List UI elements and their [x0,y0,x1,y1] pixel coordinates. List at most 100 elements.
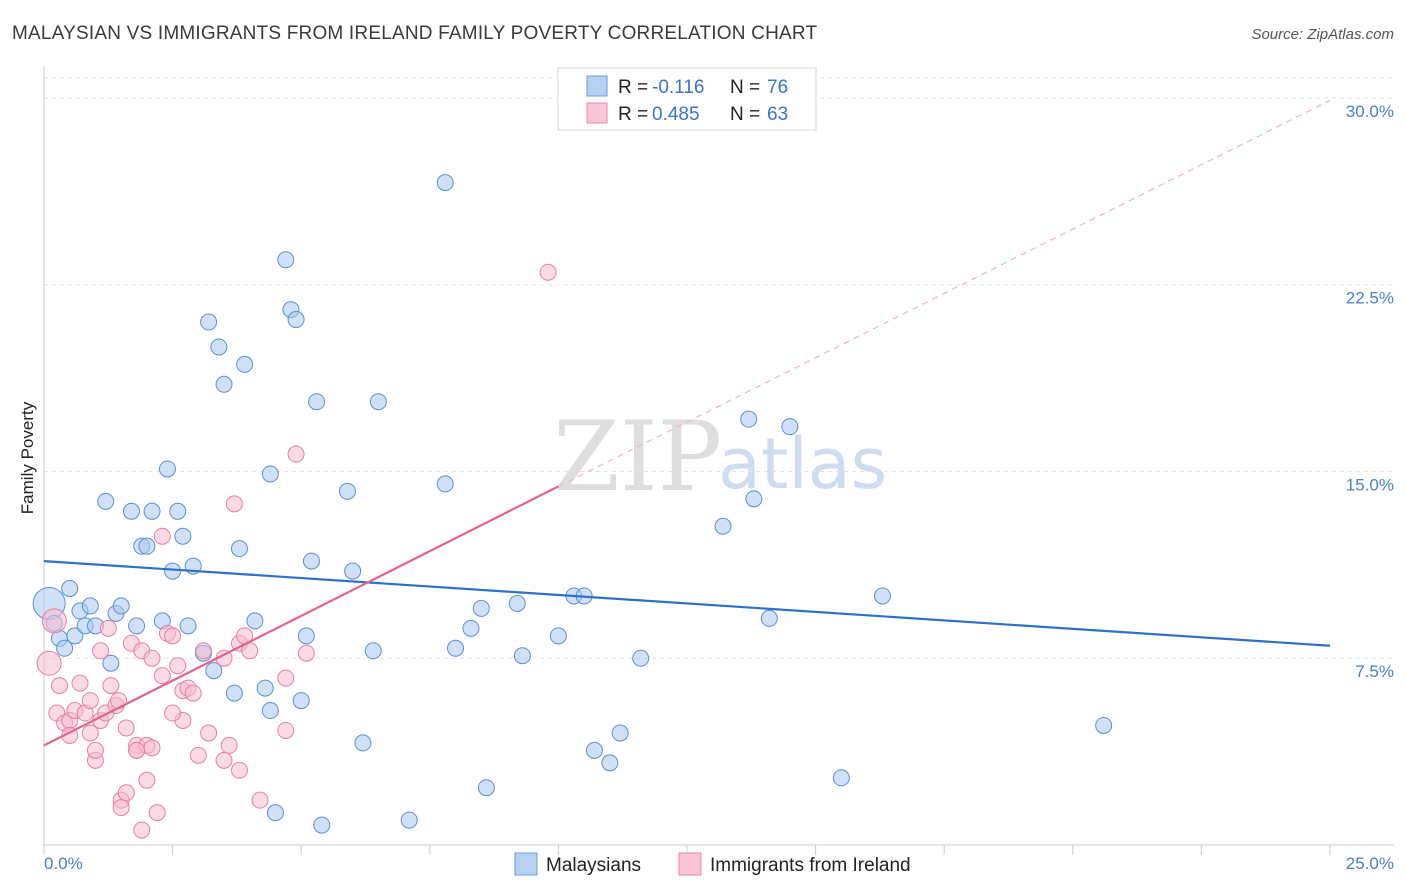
legend-n-label-1: N = [730,77,760,98]
y-tick-label: 15.0% [1346,475,1394,494]
data-point [287,445,305,463]
data-point [117,719,135,737]
data-point [338,482,356,500]
data-point [230,540,248,558]
data-point [81,692,99,710]
data-point [169,657,187,675]
data-point [513,647,531,665]
data-point [292,692,310,710]
data-point [86,741,104,759]
axis-layer [43,66,1394,855]
y-axis-label: Family Poverty [18,401,37,514]
data-point [364,642,382,660]
data-point [508,594,526,612]
data-point [128,617,146,635]
chart-source: Source: ZipAtlas.com [1251,26,1394,43]
legend-r-label-2: R = [618,104,648,125]
data-point [266,804,284,822]
data-point [179,617,197,635]
legend-r-value-1: -0.116 [652,77,704,98]
data-point [220,736,238,754]
data-point [601,754,619,772]
data-point [112,597,130,615]
data-point [184,684,202,702]
data-point [143,649,161,667]
data-point [41,608,67,634]
x-tick-label-max: 25.0% [1346,854,1394,873]
data-point [246,612,264,630]
data-point [102,677,120,695]
data-point [632,649,650,667]
trend-layer [43,99,1331,747]
data-point [138,537,156,555]
data-point [251,791,269,809]
series-layer [32,174,1113,839]
legend-r-label-1: R = [618,77,648,98]
legend-swatch-ireland [586,102,608,124]
data-point [740,410,758,428]
data-point [148,804,166,822]
y-tick-label: 7.5% [1355,662,1394,681]
data-point [138,771,156,789]
legend-n-value-2: 63 [767,104,788,125]
data-point [1095,716,1113,734]
x-tick-label-min: 0.0% [44,854,83,873]
trend-extension-ireland [558,99,1331,487]
data-point [344,562,362,580]
bottom-legend-label-malaysians: Malaysians [546,855,641,876]
data-point [277,721,295,739]
data-point [714,517,732,535]
data-point [56,639,74,657]
data-point [153,667,171,685]
data-point [277,669,295,687]
data-point [256,679,274,697]
data-point [436,475,454,493]
data-point [287,311,305,329]
data-point [277,251,295,269]
bottom-legend-swatch-ireland [678,852,702,876]
data-point [71,674,89,692]
data-point [169,502,187,520]
data-point [189,746,207,764]
data-point [164,704,182,722]
data-point [102,654,120,672]
data-point [261,465,279,483]
data-point [354,734,372,752]
data-point [194,642,212,660]
data-point [164,562,182,580]
data-point [143,739,161,757]
chart-title: MALAYSIAN VS IMMIGRANTS FROM IRELAND FAM… [12,23,817,44]
stats-legend: R = -0.116 N = 76 R = 0.485 N = 63 [557,67,817,131]
data-point [447,639,465,657]
data-point [225,495,243,513]
y-tick-label: 30.0% [1346,102,1394,121]
data-point [313,816,331,834]
data-point [36,650,62,676]
data-point [539,263,557,281]
data-point [369,393,387,411]
y-tick-labels: 7.5% 15.0% 22.5% 30.0% [1346,102,1394,681]
data-point [112,799,130,817]
data-point [549,627,567,645]
data-point [585,741,603,759]
data-point [472,599,490,617]
data-point [462,619,480,637]
data-point [215,751,233,769]
data-point [122,502,140,520]
legend-n-label-2: N = [730,104,760,125]
data-point [92,642,110,660]
data-point [174,527,192,545]
data-point [611,724,629,742]
legend-n-value-1: 76 [767,77,788,98]
data-point [61,580,79,598]
y-tick-label: 22.5% [1346,289,1394,308]
data-point [66,627,84,645]
data-point [215,375,233,393]
watermark-zip: ZIP [553,401,722,513]
data-point [200,724,218,742]
data-point [297,644,315,662]
watermark-atlas: atlas [718,423,887,505]
data-point [153,527,171,545]
data-point [99,619,117,637]
